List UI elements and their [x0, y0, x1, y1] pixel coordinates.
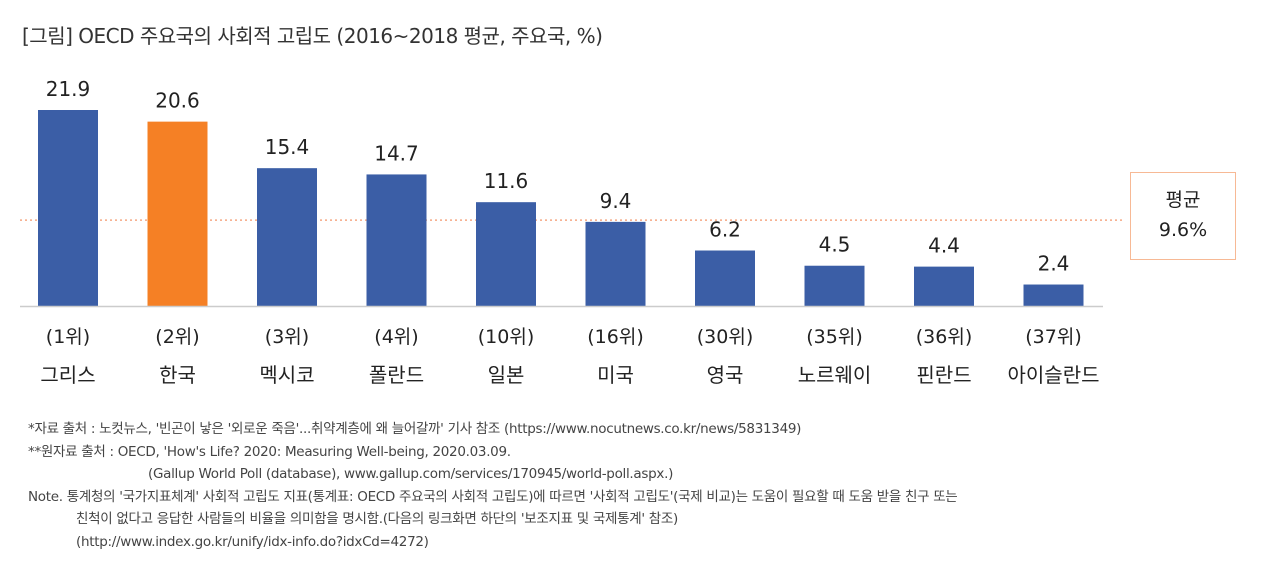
bar-멕시코: [257, 168, 317, 306]
category-label: 노르웨이: [798, 363, 872, 387]
average-box: 평균 9.6%: [1130, 172, 1236, 260]
data-label: 14.7: [374, 141, 419, 165]
data-label: 15.4: [265, 135, 310, 159]
bar-아이슬란드: [1023, 284, 1084, 306]
average-value: 9.6%: [1158, 219, 1208, 241]
rank-label: (1위): [46, 326, 90, 348]
chart-title: [그림] OECD 주요국의 사회적 고립도 (2016~2018 평균, 주요…: [22, 24, 603, 48]
data-label: 20.6: [155, 89, 200, 113]
rank-label: (4위): [374, 326, 418, 348]
average-label: 평균: [1165, 189, 1201, 211]
category-label: 일본: [488, 363, 525, 387]
data-label: 2.4: [1038, 252, 1070, 276]
rank-label: (35위): [806, 326, 862, 348]
bar-폴란드: [366, 174, 427, 306]
note-link: (http://www.index.go.kr/unify/idx-info.d…: [76, 533, 429, 550]
rank-label: (2위): [155, 326, 199, 348]
category-label: 아이슬란드: [1008, 363, 1100, 387]
data-label: 4.4: [928, 234, 960, 258]
bar-그리스: [38, 110, 98, 306]
bar-chart: 21.9 (1위) 그리스 20.6 (2위) 한국 15.4 (3위) 멕시코 14.7 (4위)…: [20, 77, 1125, 387]
rank-label: (3위): [265, 326, 309, 348]
data-label: 11.6: [484, 169, 529, 193]
note-source: *자료 출처 : 노컷뉴스, '빈곤이 낳은 '외로운 죽음'...취약계층에 …: [28, 421, 802, 437]
rank-label: (37위): [1025, 326, 1081, 348]
category-label: 핀란드: [916, 363, 971, 387]
rank-label: (30위): [697, 326, 753, 348]
bar-노르웨이: [804, 265, 865, 306]
data-label: 21.9: [46, 77, 91, 101]
footnotes: *자료 출처 : 노컷뉴스, '빈곤이 낳은 '외로운 죽음'...취약계층에 …: [28, 418, 958, 553]
rank-label: (16위): [587, 326, 643, 348]
data-label: 6.2: [709, 218, 741, 242]
bar-일본: [476, 202, 536, 306]
bar-한국: [147, 121, 208, 306]
note-original-source: **원자료 출처 : OECD, 'How's Life? 2020: Meas…: [28, 443, 511, 460]
category-label: 미국: [597, 363, 634, 387]
category-label: 그리스: [40, 363, 95, 387]
bar-핀란드: [914, 266, 974, 306]
data-label: 9.4: [600, 189, 632, 213]
data-label: 4.5: [819, 233, 851, 257]
category-label: 폴란드: [369, 363, 424, 387]
rank-label: (36위): [916, 326, 972, 348]
category-label: 한국: [159, 363, 196, 387]
note-definition: Note. 통계청의 '국가지표체계' 사회적 고립도 지표(통계표: OECD…: [28, 488, 958, 505]
bar-영국: [695, 250, 755, 306]
category-label: 멕시코: [259, 363, 314, 387]
note-definition-cont: 친척이 없다고 응답한 사람들의 비율을 의미함을 명시함.(다음의 링크화면 …: [76, 511, 678, 527]
category-label: 영국: [707, 363, 744, 387]
bar-미국: [585, 221, 646, 306]
note-original-source-cont: (Gallup World Poll (database), www.gallu…: [148, 466, 674, 482]
rank-label: (10위): [478, 326, 534, 348]
